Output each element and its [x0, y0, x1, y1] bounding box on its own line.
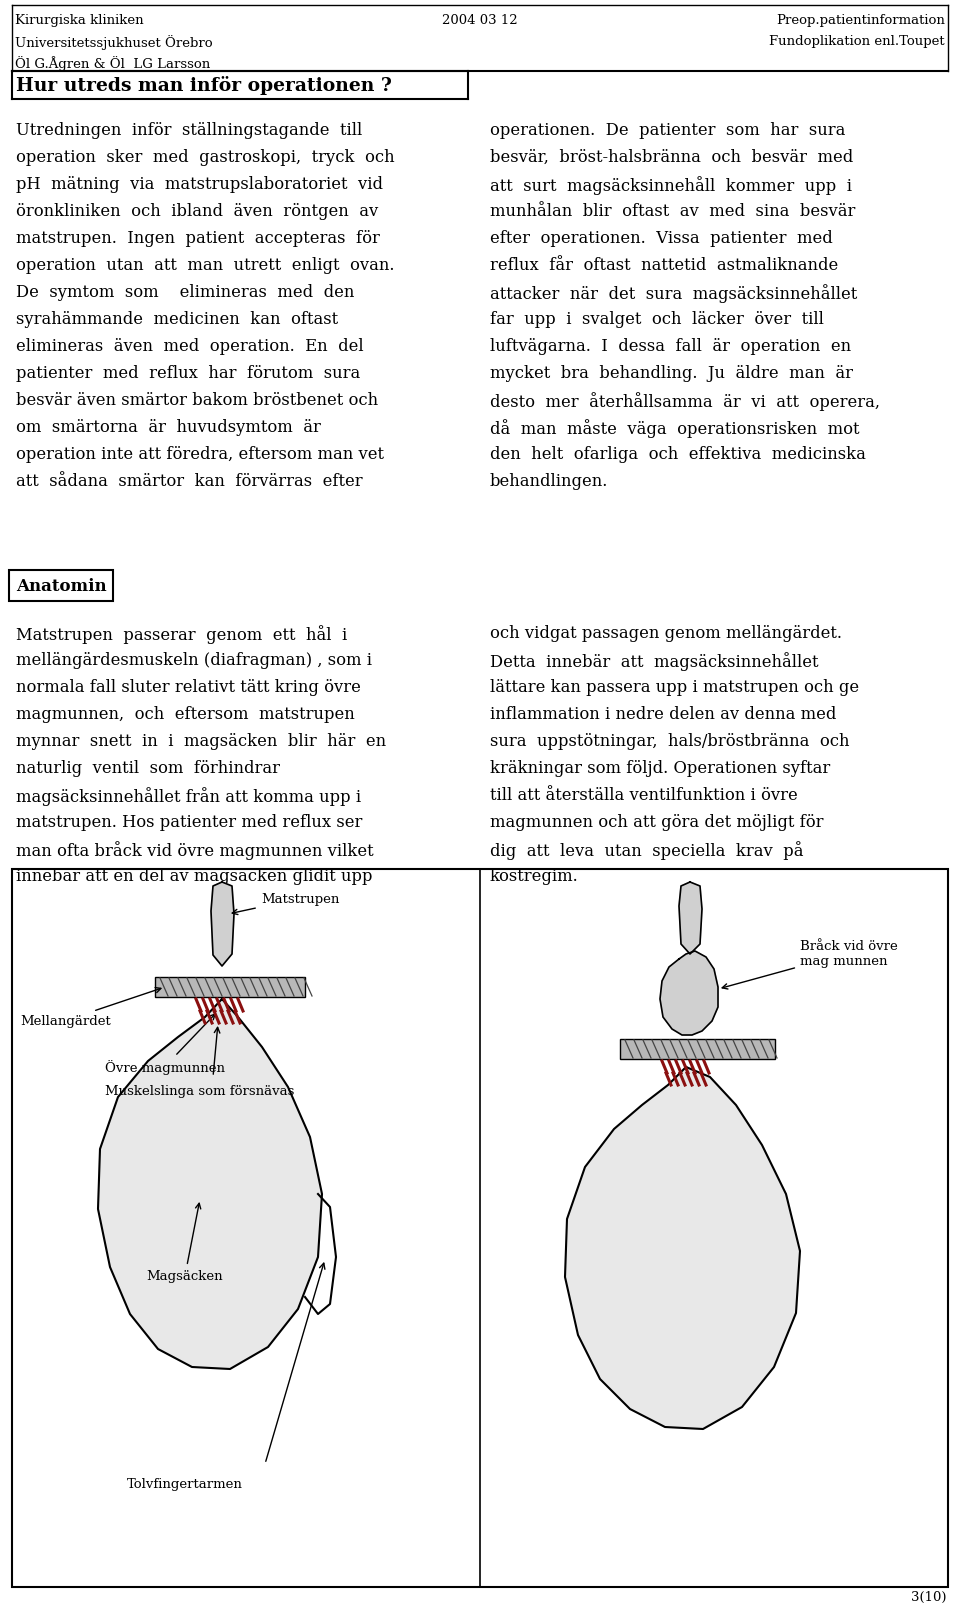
Text: Utredningen  inför  ställningstagande  till: Utredningen inför ställningstagande till [16, 122, 362, 138]
Text: Fundoplikation enl.Toupet: Fundoplikation enl.Toupet [769, 35, 945, 48]
Text: Hur utreds man inför operationen ?: Hur utreds man inför operationen ? [16, 76, 392, 95]
Text: Mellangärdet: Mellangärdet [20, 988, 161, 1027]
Text: operation  sker  med  gastroskopi,  tryck  och: operation sker med gastroskopi, tryck oc… [16, 149, 395, 166]
Text: Universitetssjukhuset Örebro: Universitetssjukhuset Örebro [15, 35, 212, 50]
Polygon shape [211, 882, 234, 966]
Text: 2004 03 12: 2004 03 12 [443, 14, 517, 27]
Text: lättare kan passera upp i matstrupen och ge: lättare kan passera upp i matstrupen och… [490, 678, 859, 696]
Text: operation inte att föredra, eftersom man vet: operation inte att föredra, eftersom man… [16, 445, 384, 463]
Text: desto  mer  återhållsamma  är  vi  att  operera,: desto mer återhållsamma är vi att operer… [490, 392, 880, 411]
Polygon shape [660, 951, 718, 1035]
Text: operationen.  De  patienter  som  har  sura: operationen. De patienter som har sura [490, 122, 846, 138]
Text: Tolvfingertarmen: Tolvfingertarmen [127, 1477, 243, 1490]
Text: Matstrupen  passerar  genom  ett  hål  i: Matstrupen passerar genom ett hål i [16, 625, 348, 643]
Text: och vidgat passagen genom mellängärdet.: och vidgat passagen genom mellängärdet. [490, 625, 842, 641]
Text: magsäcksinnehållet från att komma upp i: magsäcksinnehållet från att komma upp i [16, 786, 361, 805]
Text: den  helt  ofarliga  och  effektiva  medicinska: den helt ofarliga och effektiva medicins… [490, 445, 866, 463]
Text: syrahämmande  medicinen  kan  oftast: syrahämmande medicinen kan oftast [16, 310, 338, 328]
Polygon shape [679, 882, 702, 955]
Text: normala fall sluter relativt tätt kring övre: normala fall sluter relativt tätt kring … [16, 678, 361, 696]
Text: matstrupen.  Ingen  patient  accepteras  för: matstrupen. Ingen patient accepteras för [16, 230, 380, 247]
Text: Bråck vid övre
mag munnen: Bråck vid övre mag munnen [722, 940, 898, 990]
Text: Anatomin: Anatomin [16, 577, 107, 595]
Text: luftvägarna.  I  dessa  fall  är  operation  en: luftvägarna. I dessa fall är operation e… [490, 337, 852, 355]
Polygon shape [565, 1067, 800, 1429]
Text: mycket  bra  behandling.  Ju  äldre  man  är: mycket bra behandling. Ju äldre man är [490, 365, 853, 382]
Text: operation  utan  att  man  utrett  enligt  ovan.: operation utan att man utrett enligt ova… [16, 257, 395, 273]
Text: till att återställa ventilfunktion i övre: till att återställa ventilfunktion i övr… [490, 786, 798, 804]
Text: att  surt  magsäcksinnehåll  kommer  upp  i: att surt magsäcksinnehåll kommer upp i [490, 175, 852, 194]
Text: man ofta bråck vid övre magmunnen vilket: man ofta bråck vid övre magmunnen vilket [16, 840, 373, 860]
Text: sura  uppstötningar,  hals/bröstbränna  och: sura uppstötningar, hals/bröstbränna och [490, 733, 850, 749]
Text: besvär,  bröst-halsbränna  och  besvär  med: besvär, bröst-halsbränna och besvär med [490, 149, 853, 166]
Text: munhålan  blir  oftast  av  med  sina  besvär: munhålan blir oftast av med sina besvär [490, 202, 855, 220]
Text: Magsäcken: Magsäcken [147, 1204, 224, 1282]
Text: magmunnen och att göra det möjligt för: magmunnen och att göra det möjligt för [490, 813, 824, 831]
Text: Detta  innebär  att  magsäcksinnehållet: Detta innebär att magsäcksinnehållet [490, 651, 819, 670]
Text: mynnar  snett  in  i  magsäcken  blir  här  en: mynnar snett in i magsäcken blir här en [16, 733, 386, 749]
Text: pH  mätning  via  matstrupslaboratoriet  vid: pH mätning via matstrupslaboratoriet vid [16, 175, 383, 193]
Text: efter  operationen.  Vissa  patienter  med: efter operationen. Vissa patienter med [490, 230, 832, 247]
Text: kostregim.: kostregim. [490, 868, 579, 884]
Text: inflammation i nedre delen av denna med: inflammation i nedre delen av denna med [490, 705, 836, 723]
Text: Kirurgiska kliniken: Kirurgiska kliniken [15, 14, 144, 27]
Text: matstrupen. Hos patienter med reflux ser: matstrupen. Hos patienter med reflux ser [16, 813, 362, 831]
Text: besvär även smärtor bakom bröstbenet och: besvär även smärtor bakom bröstbenet och [16, 392, 378, 408]
Text: Preop.patientinformation: Preop.patientinformation [776, 14, 945, 27]
Text: reflux  får  oftast  nattetid  astmaliknande: reflux får oftast nattetid astmaliknande [490, 257, 838, 273]
Bar [155, 977, 305, 998]
Text: Muskelslinga som försnävas: Muskelslinga som försnävas [106, 1085, 295, 1098]
Text: 3(10): 3(10) [910, 1589, 946, 1604]
Bar [620, 1040, 775, 1059]
Text: patienter  med  reflux  har  förutom  sura: patienter med reflux har förutom sura [16, 365, 360, 382]
Text: naturlig  ventil  som  förhindrar: naturlig ventil som förhindrar [16, 760, 280, 776]
Bar [12, 869, 948, 1588]
Text: då  man  måste  väga  operationsrisken  mot: då man måste väga operationsrisken mot [490, 419, 859, 437]
Text: innebär att en del av magsäcken glidit upp: innebär att en del av magsäcken glidit u… [16, 868, 372, 884]
Text: far  upp  i  svalget  och  läcker  över  till: far upp i svalget och läcker över till [490, 310, 824, 328]
Text: att  sådana  smärtor  kan  förvärras  efter: att sådana smärtor kan förvärras efter [16, 472, 363, 490]
Text: dig  att  leva  utan  speciella  krav  på: dig att leva utan speciella krav på [490, 840, 804, 860]
Text: kräkningar som följd. Operationen syftar: kräkningar som följd. Operationen syftar [490, 760, 830, 776]
Polygon shape [98, 1000, 322, 1369]
Text: elimineras  även  med  operation.  En  del: elimineras även med operation. En del [16, 337, 364, 355]
Text: attacker  när  det  sura  magsäcksinnehållet: attacker när det sura magsäcksinnehållet [490, 284, 857, 302]
Text: magmunnen,  och  eftersom  matstrupen: magmunnen, och eftersom matstrupen [16, 705, 355, 723]
Text: Matstrupen: Matstrupen [232, 892, 339, 914]
Text: De  symtom  som    elimineras  med  den: De symtom som elimineras med den [16, 284, 354, 301]
Text: om  smärtorna  är  huvudsymtom  är: om smärtorna är huvudsymtom är [16, 419, 321, 435]
Text: behandlingen.: behandlingen. [490, 472, 609, 490]
Text: Öl G.Ågren & Öl  LG Larsson: Öl G.Ågren & Öl LG Larsson [15, 56, 210, 71]
Text: Övre magmunnen: Övre magmunnen [105, 1014, 225, 1075]
Text: mellängärdesmuskeln (diafragman) , som i: mellängärdesmuskeln (diafragman) , som i [16, 651, 372, 669]
Text: öronkliniken  och  ibland  även  röntgen  av: öronkliniken och ibland även röntgen av [16, 202, 378, 220]
